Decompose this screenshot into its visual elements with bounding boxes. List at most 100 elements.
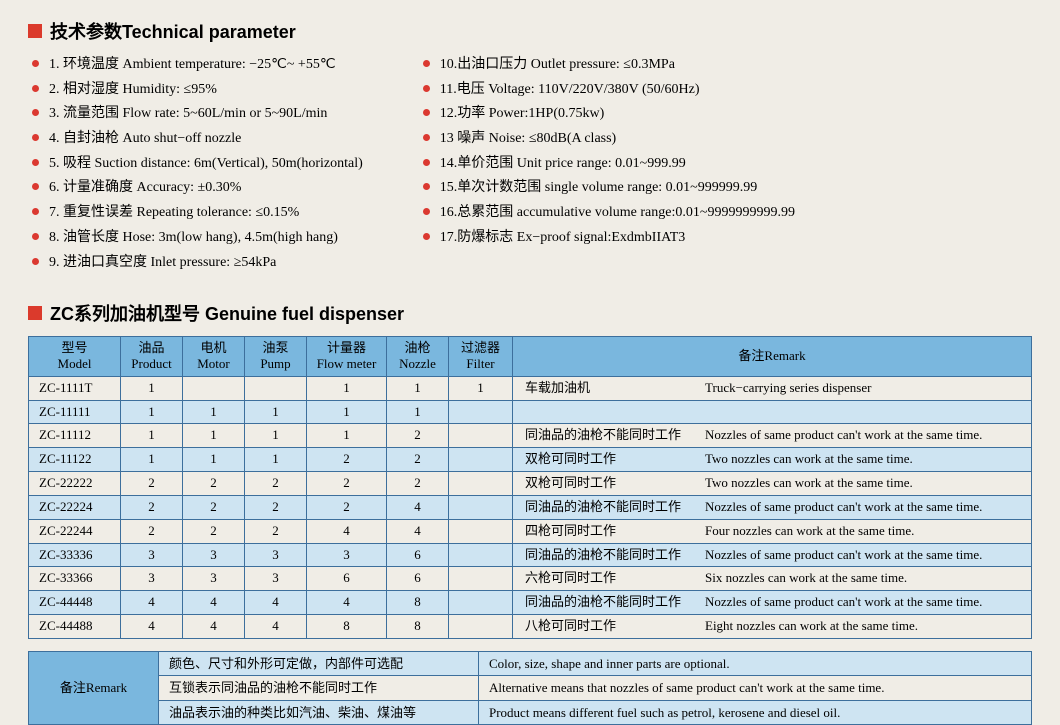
bullet-icon xyxy=(423,134,430,141)
table-cell: 1 xyxy=(387,400,449,424)
remark-cn-cell: 油品表示油的种类比如汽油、柴油、煤油等 xyxy=(159,700,479,725)
table-cell: 1 xyxy=(121,448,183,472)
param-item: 12.功率 Power:1HP(0.75kw) xyxy=(423,103,795,125)
table-cell: 4 xyxy=(121,591,183,615)
table-cell: 车载加油机Truck−carrying series dispenser xyxy=(513,376,1032,400)
table-cell: 6 xyxy=(307,567,387,591)
param-item: 5. 吸程 Suction distance: 6m(Vertical), 50… xyxy=(32,153,363,175)
table-cell: 同油品的油枪不能同时工作Nozzles of same product can'… xyxy=(513,424,1032,448)
col-header: 油品Product xyxy=(121,337,183,377)
table-cell: 同油品的油枪不能同时工作Nozzles of same product can'… xyxy=(513,591,1032,615)
table-cell: ZC-33366 xyxy=(29,567,121,591)
bullet-icon xyxy=(32,109,39,116)
table-cell: 1 xyxy=(183,400,245,424)
param-item: 17.防爆标志 Ex−proof signal:ExdmbIIAT3 xyxy=(423,227,795,249)
tech-param-right-list: 10.出油口压力 Outlet pressure: ≤0.3MPa 11.电压 V… xyxy=(423,54,795,276)
tech-param-columns: 1. 环境温度 Ambient temperature: −25℃~ +55℃ 2… xyxy=(28,54,1032,276)
param-item: 9. 进油口真空度 Inlet pressure: ≥54kPa xyxy=(32,252,363,274)
col-header: 型号Model xyxy=(29,337,121,377)
param-text: 2. 相对湿度 Humidity: ≤95% xyxy=(49,79,217,101)
bullet-icon xyxy=(32,85,39,92)
dispenser-title: ZC系列加油机型号 Genuine fuel dispenser xyxy=(50,300,404,326)
table-cell: ZC-44488 xyxy=(29,615,121,639)
bullet-icon xyxy=(423,233,430,240)
remark-header-cell: 备注Remark xyxy=(29,651,159,725)
table-cell: 3 xyxy=(245,567,307,591)
col-header: 计量器Flow meter xyxy=(307,337,387,377)
table-row: ZC-2224422244四枪可同时工作Four nozzles can wor… xyxy=(29,519,1032,543)
table-cell: 4 xyxy=(183,615,245,639)
param-item: 13 噪声 Noise: ≤80dB(A class) xyxy=(423,128,795,150)
param-text: 6. 计量准确度 Accuracy: ±0.30% xyxy=(49,177,241,199)
table-cell: 4 xyxy=(121,615,183,639)
table-cell: 1 xyxy=(307,400,387,424)
param-item: 10.出油口压力 Outlet pressure: ≤0.3MPa xyxy=(423,54,795,76)
table-cell xyxy=(245,376,307,400)
tech-param-title: 技术参数Technical parameter xyxy=(50,18,296,44)
param-text: 12.功率 Power:1HP(0.75kw) xyxy=(440,103,605,125)
param-text: 7. 重复性误差 Repeating tolerance: ≤0.15% xyxy=(49,202,299,224)
remark-en-cell: Color, size, shape and inner parts are o… xyxy=(479,651,1032,676)
remark-en-cell: Product means different fuel such as pet… xyxy=(479,700,1032,725)
table-cell: 4 xyxy=(245,591,307,615)
table-cell: 2 xyxy=(387,424,449,448)
param-text: 14.单价范围 Unit price range: 0.01~999.99 xyxy=(440,153,686,175)
bullet-icon xyxy=(423,208,430,215)
bullet-icon xyxy=(32,258,39,265)
remark-row: 备注Remark颜色、尺寸和外形可定做，内部件可选配Color, size, s… xyxy=(29,651,1032,676)
table-cell xyxy=(183,376,245,400)
param-text: 4. 自封油枪 Auto shut−off nozzle xyxy=(49,128,241,150)
table-cell: 2 xyxy=(121,519,183,543)
table-cell xyxy=(449,567,513,591)
table-cell: 8 xyxy=(387,615,449,639)
table-cell: ZC-22244 xyxy=(29,519,121,543)
tech-param-left-list: 1. 环境温度 Ambient temperature: −25℃~ +55℃ 2… xyxy=(32,54,363,276)
table-cell: 3 xyxy=(121,567,183,591)
bullet-icon xyxy=(423,60,430,67)
col-header: 电机Motor xyxy=(183,337,245,377)
bullet-icon xyxy=(423,85,430,92)
red-square-icon xyxy=(28,24,42,38)
table-cell: 1 xyxy=(387,376,449,400)
table-cell: 1 xyxy=(245,400,307,424)
param-text: 5. 吸程 Suction distance: 6m(Vertical), 50… xyxy=(49,153,363,175)
table-cell: ZC-44448 xyxy=(29,591,121,615)
col-header: 过滤器Filter xyxy=(449,337,513,377)
remark-row: 互锁表示同油品的油枪不能同时工作Alternative means that n… xyxy=(29,676,1032,701)
param-item: 2. 相对湿度 Humidity: ≤95% xyxy=(32,79,363,101)
table-cell xyxy=(449,495,513,519)
param-item: 11.电压 Voltage: 110V/220V/380V (50/60Hz) xyxy=(423,79,795,101)
table-cell: 1 xyxy=(245,424,307,448)
param-item: 1. 环境温度 Ambient temperature: −25℃~ +55℃ xyxy=(32,54,363,76)
table-cell: 1 xyxy=(121,424,183,448)
bullet-icon xyxy=(32,208,39,215)
table-cell: 3 xyxy=(183,543,245,567)
table-cell: 8 xyxy=(387,591,449,615)
table-row: ZC-1111111111 xyxy=(29,400,1032,424)
table-cell: 六枪可同时工作Six nozzles can work at the same … xyxy=(513,567,1032,591)
param-text: 8. 油管长度 Hose: 3m(low hang), 4.5m(high ha… xyxy=(49,227,338,249)
bullet-icon xyxy=(423,183,430,190)
table-cell: 2 xyxy=(121,495,183,519)
bullet-icon xyxy=(423,159,430,166)
table-header-row: 型号Model油品Product电机Motor油泵Pump计量器Flow met… xyxy=(29,337,1032,377)
table-cell: 2 xyxy=(183,472,245,496)
table-row: ZC-1111T1111车载加油机Truck−carrying series d… xyxy=(29,376,1032,400)
table-cell xyxy=(513,400,1032,424)
col-header: 油枪Nozzle xyxy=(387,337,449,377)
table-cell: 2 xyxy=(245,519,307,543)
table-row: ZC-3333633336同油品的油枪不能同时工作Nozzles of same… xyxy=(29,543,1032,567)
table-cell: 1 xyxy=(121,400,183,424)
table-cell: 4 xyxy=(387,495,449,519)
table-cell: 2 xyxy=(307,472,387,496)
table-cell: 双枪可同时工作Two nozzles can work at the same … xyxy=(513,472,1032,496)
param-text: 9. 进油口真空度 Inlet pressure: ≥54kPa xyxy=(49,252,276,274)
param-item: 8. 油管长度 Hose: 3m(low hang), 4.5m(high ha… xyxy=(32,227,363,249)
bullet-icon xyxy=(423,109,430,116)
param-text: 16.总累范围 accumulative volume range:0.01~9… xyxy=(440,202,795,224)
table-cell: ZC-33336 xyxy=(29,543,121,567)
dispenser-table: 型号Model油品Product电机Motor油泵Pump计量器Flow met… xyxy=(28,336,1032,639)
table-cell: 2 xyxy=(121,472,183,496)
table-cell: 1 xyxy=(245,448,307,472)
table-cell: 2 xyxy=(245,495,307,519)
